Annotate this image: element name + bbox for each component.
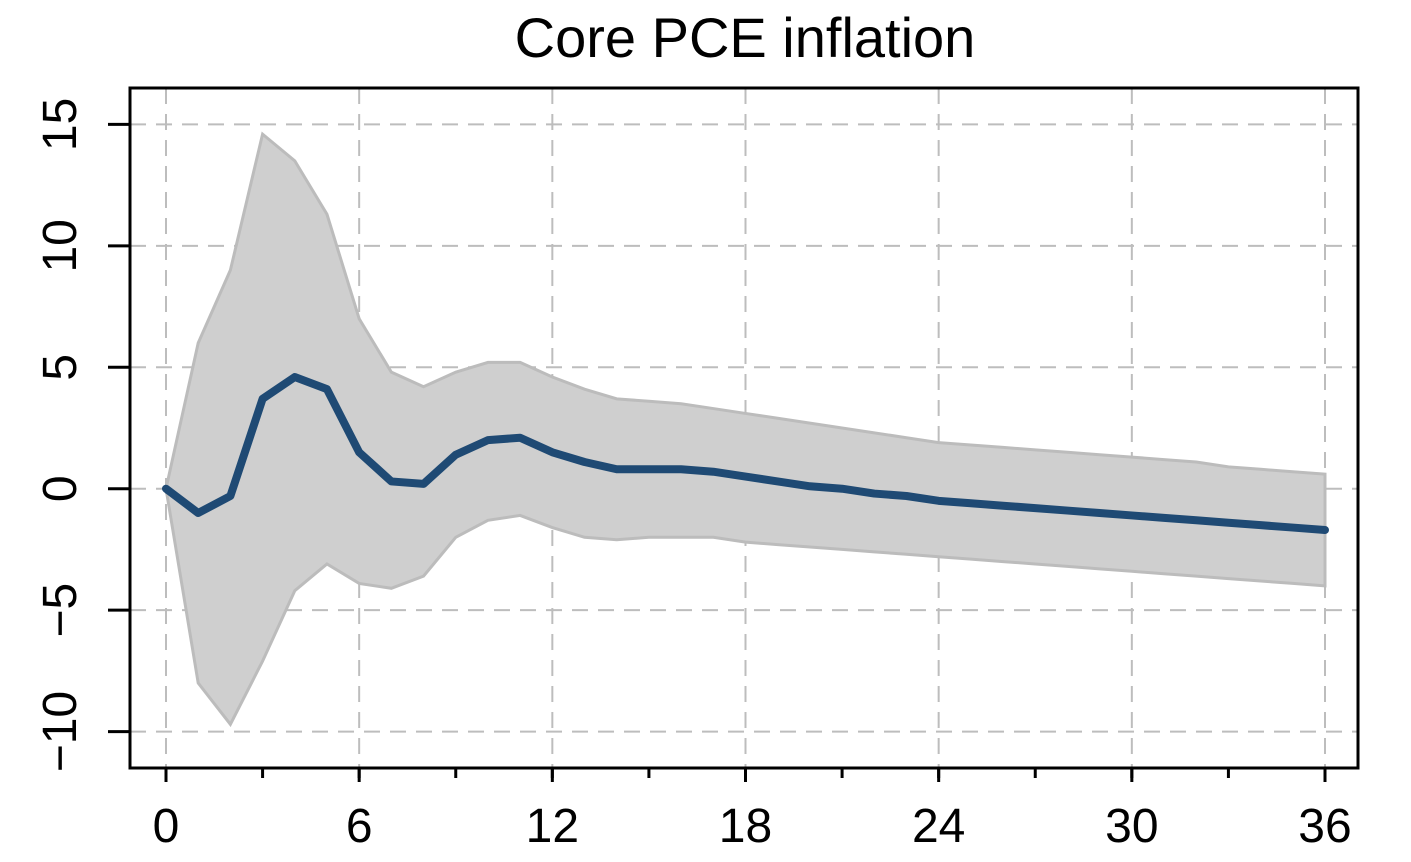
x-tick-label: 24	[912, 800, 965, 853]
x-tick-label: 12	[526, 800, 579, 853]
y-tick-label: −5	[34, 583, 87, 638]
x-tick-label: 0	[153, 800, 180, 853]
x-tick-label: 30	[1105, 800, 1158, 853]
impulse-response-line	[162, 373, 1329, 534]
x-tick-label: 18	[719, 800, 772, 853]
y-tick-label: 5	[34, 354, 87, 381]
y-tick-label: 15	[34, 98, 87, 151]
y-tick-label: −10	[34, 691, 87, 772]
y-tick-label: 10	[34, 219, 87, 272]
x-tick-label: 6	[346, 800, 373, 853]
chart-title: Core PCE inflation	[515, 6, 976, 69]
x-tick-label: 36	[1298, 800, 1351, 853]
response-line-layer	[162, 373, 1329, 534]
x-axis: 0 6 12 18 24 30 36	[153, 768, 1352, 853]
y-axis: −10 −5 0 5 10 15	[34, 98, 130, 772]
y-tick-label: 0	[34, 475, 87, 502]
